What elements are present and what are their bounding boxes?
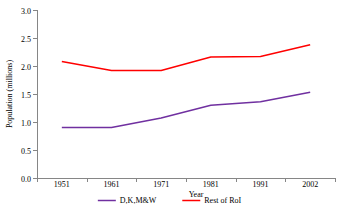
y-tick-label: 2.5 — [21, 35, 31, 44]
y-tick — [33, 10, 37, 11]
series-line — [62, 45, 310, 71]
y-tick — [33, 178, 37, 179]
x-tick — [236, 178, 237, 182]
x-tick-label: 1961 — [104, 180, 120, 189]
x-tick — [186, 178, 187, 182]
chart-container: 0.0 0.5 1.0 1.5 2.0 2.5 3.0 1951 1961 1971 1981 199… — [0, 0, 345, 209]
x-axis-title: Year — [189, 190, 204, 199]
y-tick-label: 0.0 — [21, 175, 31, 184]
y-tick-label: 3.0 — [21, 7, 31, 16]
y-tick-label: 1.0 — [21, 119, 31, 128]
y-tick — [33, 66, 37, 67]
legend-label: D,K,M&W — [120, 196, 157, 205]
x-tick-label: 1991 — [253, 180, 269, 189]
y-tick — [33, 94, 37, 95]
x-tick-label: 1971 — [153, 180, 169, 189]
x-tick-label: 2002 — [302, 180, 318, 189]
y-tick — [33, 150, 37, 151]
legend-swatch — [182, 200, 200, 202]
y-axis-line — [37, 10, 38, 178]
x-tick — [335, 178, 336, 182]
x-tick — [87, 178, 88, 182]
y-tick — [33, 38, 37, 39]
x-tick — [285, 178, 286, 182]
x-tick — [136, 178, 137, 182]
y-tick-label: 2.0 — [21, 63, 31, 72]
y-tick — [33, 122, 37, 123]
legend-label: Rest of RoI — [204, 196, 241, 205]
x-tick-label: 1951 — [54, 180, 70, 189]
x-tick-label: 1981 — [203, 180, 219, 189]
chart-svg: 0.0 0.5 1.0 1.5 2.0 2.5 3.0 1951 1961 1971 1981 199… — [0, 0, 345, 209]
legend-swatch — [98, 200, 116, 202]
y-tick-label: 1.5 — [21, 91, 31, 100]
y-tick-label: 0.5 — [21, 147, 31, 156]
y-axis-title: Population (millions) — [5, 60, 14, 129]
x-tick — [37, 178, 38, 182]
series-line — [62, 92, 310, 127]
plot-area — [62, 45, 310, 128]
